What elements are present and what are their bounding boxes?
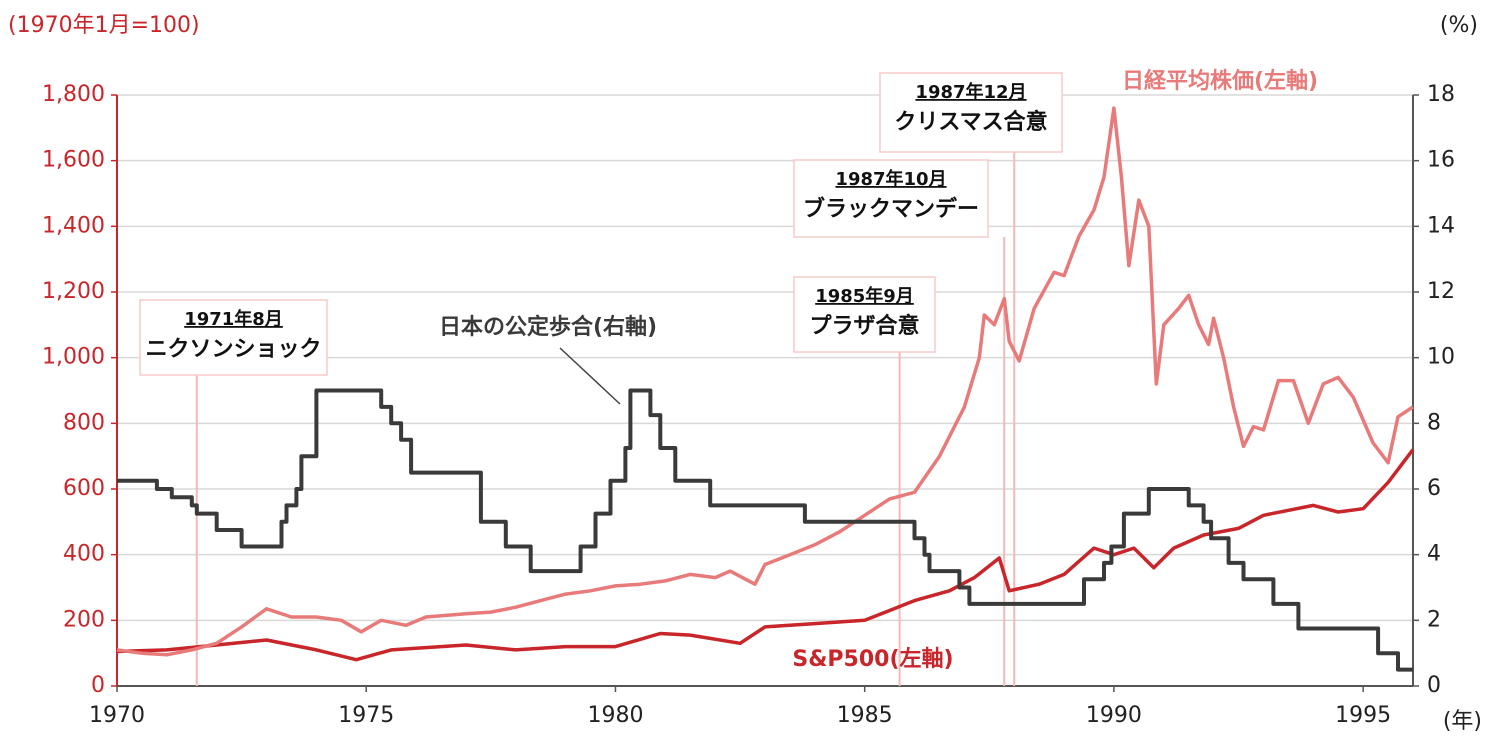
x-tick-label: 1970 [89, 703, 145, 728]
series-line [116, 106, 1414, 657]
annotation-date: 1987年10月 [835, 168, 946, 190]
series-label: S&P500(左軸) [792, 646, 953, 672]
y2-tick-label: 10 [1427, 345, 1455, 370]
y2-tick-label: 6 [1427, 476, 1441, 501]
y2-tick-label: 4 [1427, 542, 1441, 567]
y2-tick-label: 8 [1427, 410, 1441, 435]
y-tick-label: 400 [63, 542, 105, 567]
annotation-date: 1971年8月 [184, 308, 283, 330]
y-tick-label: 200 [63, 607, 105, 632]
series-label: 日本の公定歩合(右軸) [439, 314, 657, 340]
y-tick-label: 1,400 [42, 213, 105, 238]
annotation-date: 1987年12月 [915, 81, 1026, 103]
x-tick-label: 1980 [587, 703, 643, 728]
x-tick-label: 1985 [837, 703, 893, 728]
annotation-box [879, 72, 1063, 153]
y2-tick-label: 18 [1427, 82, 1455, 107]
y2-tick-label: 16 [1427, 148, 1455, 173]
series-label: 日経平均株価(左軸) [1122, 68, 1318, 94]
annotation-box [139, 299, 328, 376]
annotation-text: クリスマス合意 [894, 109, 1047, 135]
x-tick-label: 1990 [1086, 703, 1142, 728]
annotation-text: ブラックマンデー [803, 196, 979, 222]
y-tick-label: 1,600 [42, 148, 105, 173]
y2-tick-label: 12 [1427, 279, 1455, 304]
leader-line [559, 347, 621, 405]
annotation-text: プラザ合意 [809, 313, 919, 339]
x-tick-label: 1995 [1335, 703, 1391, 728]
annotation-text: ニクソンショック [145, 337, 321, 362]
series-line [117, 388, 1413, 672]
y-tick-label: 1,800 [42, 82, 105, 107]
y-tick-label: 1,200 [42, 279, 105, 304]
annotation-box [793, 276, 936, 353]
x-axis-label: (年) [1443, 709, 1482, 734]
y2-tick-label: 2 [1427, 607, 1441, 632]
y-tick-label: 800 [63, 410, 105, 435]
y2-tick-label: 0 [1427, 673, 1441, 698]
y-tick-label: 0 [91, 673, 105, 698]
annotation-box [793, 159, 989, 238]
annotation-date: 1985年9月 [815, 285, 914, 307]
y2-tick-label: 14 [1427, 213, 1455, 238]
x-tick-label: 1975 [338, 703, 394, 728]
series-line [116, 448, 1415, 662]
y-tick-label: 1,000 [42, 345, 105, 370]
y-tick-label: 600 [63, 476, 105, 501]
y-axis-label: (1970年1月=100) [8, 13, 200, 38]
y2-axis-label: (%) [1440, 13, 1478, 38]
